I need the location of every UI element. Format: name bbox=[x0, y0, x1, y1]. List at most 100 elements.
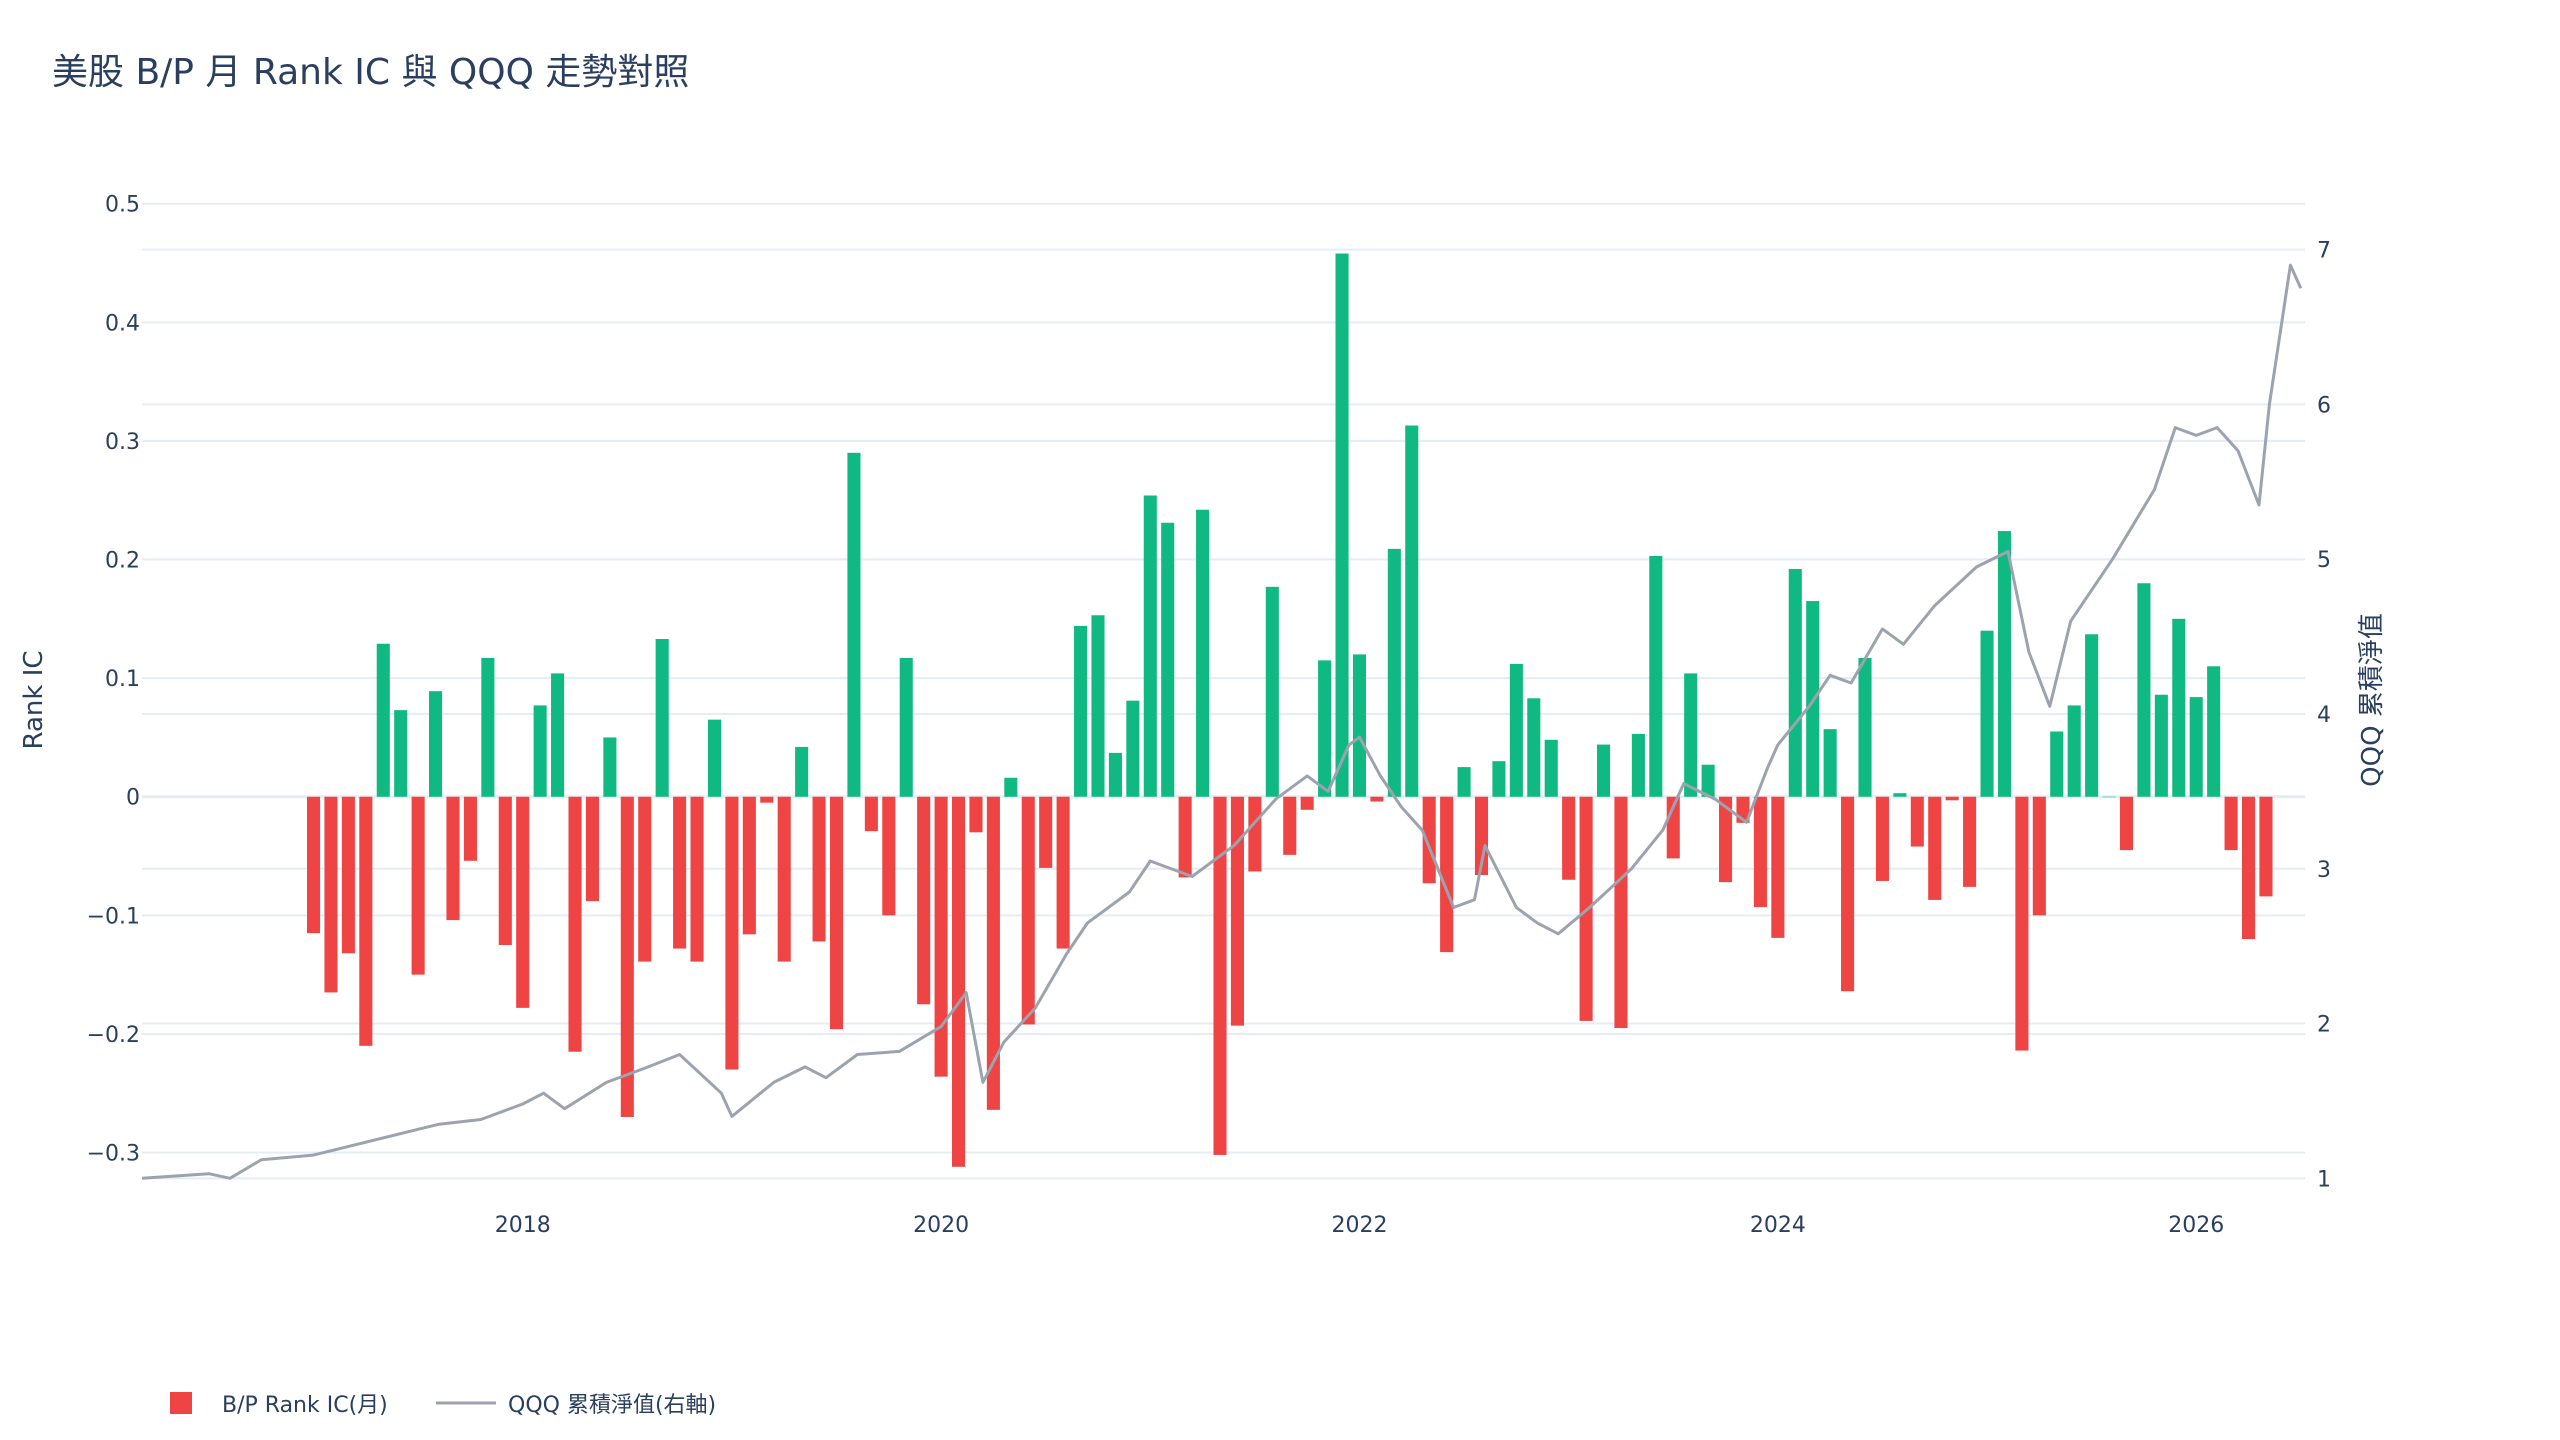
ic-bar bbox=[2085, 634, 2099, 797]
ic-bar bbox=[2207, 666, 2221, 797]
ic-bar bbox=[1997, 531, 2012, 797]
ic-bar bbox=[1335, 253, 1349, 797]
ic-bar bbox=[1823, 729, 1837, 797]
y-tick-label: 0 bbox=[126, 786, 140, 811]
x-tick-label: 2026 bbox=[2168, 1213, 2224, 1238]
ic-bar bbox=[1963, 796, 1977, 887]
ic-bar bbox=[1283, 796, 1297, 855]
ic-bar bbox=[1440, 796, 1454, 953]
ic-bar bbox=[1091, 615, 1105, 797]
y-tick-label: −0.1 bbox=[87, 904, 140, 929]
ic-bar bbox=[1684, 673, 1698, 797]
ic-bar bbox=[2050, 731, 2064, 797]
ic-bar bbox=[2189, 697, 2203, 797]
ic-bar bbox=[1352, 654, 1367, 797]
ic-bar bbox=[2172, 618, 2186, 797]
ic-bar bbox=[1422, 796, 1436, 884]
ic-bar bbox=[603, 737, 617, 797]
ic-bar bbox=[690, 796, 704, 962]
ic-bar bbox=[1457, 767, 1471, 797]
ic-bar bbox=[1910, 796, 1924, 847]
ic-bar bbox=[1074, 625, 1088, 797]
y2-tick-label: 3 bbox=[2317, 858, 2331, 883]
y2-tick-label: 1 bbox=[2317, 1167, 2331, 1192]
ic-bar bbox=[498, 796, 512, 945]
ic-bar bbox=[847, 452, 861, 797]
y-tick-label: 0.1 bbox=[105, 667, 140, 692]
y2-axis-ticks: 1 2 3 4 5 6 7 bbox=[2317, 239, 2331, 1193]
ic-bar bbox=[1405, 425, 1419, 797]
y-tick-label: 0.3 bbox=[105, 430, 140, 455]
ic-bar bbox=[2032, 796, 2046, 916]
ic-bar bbox=[1056, 796, 1070, 949]
y-tick-label: 0.5 bbox=[105, 193, 140, 218]
ic-bar bbox=[2154, 694, 2168, 797]
ic-bar bbox=[1893, 793, 1907, 797]
ic-bar bbox=[1108, 752, 1122, 797]
ic-bar bbox=[1596, 744, 1611, 797]
ic-bar bbox=[394, 710, 408, 797]
ic-bar bbox=[969, 796, 983, 833]
ic-bar bbox=[760, 796, 774, 803]
ic-bar bbox=[2137, 583, 2151, 797]
ic-bar bbox=[1631, 733, 1645, 797]
ic-bar bbox=[516, 796, 530, 1008]
ic-bar bbox=[1300, 796, 1314, 810]
ic-bar bbox=[1527, 698, 1541, 797]
ic-bar bbox=[359, 796, 373, 1046]
x-tick-label: 2020 bbox=[913, 1213, 969, 1238]
ic-bar bbox=[551, 673, 565, 797]
ic-bar bbox=[1701, 764, 1715, 797]
y2-tick-label: 7 bbox=[2317, 239, 2331, 264]
ic-bar bbox=[812, 796, 826, 942]
y-tick-label: 0.2 bbox=[105, 549, 140, 574]
ic-bar bbox=[1039, 796, 1053, 868]
ic-bar bbox=[2067, 705, 2081, 797]
ic-bar bbox=[429, 691, 443, 797]
legend[interactable]: B/P Rank IC(月) QQQ 累積淨值(右軸) bbox=[170, 1392, 716, 1418]
ic-bar bbox=[1474, 796, 1489, 876]
ic-bar bbox=[324, 796, 338, 993]
ic-bar bbox=[1875, 796, 1889, 881]
ic-bar bbox=[2119, 796, 2134, 851]
qqq-line-series[interactable] bbox=[141, 263, 2303, 1180]
y-axis-ticks: −0.3 −0.2 −0.1 0 0.1 0.2 0.3 0.4 0.5 bbox=[87, 193, 140, 1167]
legend-line-label: QQQ 累積淨值(右軸) bbox=[508, 1393, 716, 1418]
x-tick-label: 2024 bbox=[1750, 1213, 1806, 1238]
ic-bar bbox=[882, 796, 896, 916]
ic-bar bbox=[1614, 796, 1628, 1029]
ic-bar bbox=[1788, 569, 1802, 797]
qqq-line bbox=[141, 263, 2303, 1180]
bar-series[interactable] bbox=[306, 253, 2273, 1167]
y2-tick-label: 2 bbox=[2317, 1013, 2331, 1038]
ic-bar bbox=[1492, 761, 1506, 797]
ic-bar bbox=[1649, 555, 1663, 797]
ic-bar bbox=[1928, 796, 1942, 900]
ic-bar bbox=[1318, 660, 1332, 797]
ic-bar bbox=[1509, 663, 1523, 797]
ic-bar bbox=[707, 719, 722, 797]
ic-bar bbox=[1004, 777, 1018, 797]
ic-bar bbox=[795, 746, 809, 797]
ic-bar bbox=[481, 657, 495, 797]
x-axis-ticks: 2018 2020 2022 2024 2026 bbox=[495, 1213, 2225, 1238]
y-tick-label: −0.3 bbox=[87, 1142, 140, 1167]
ic-bar bbox=[1143, 495, 1157, 797]
ic-bar bbox=[951, 796, 966, 1167]
ic-bar bbox=[620, 796, 634, 1117]
ic-bar bbox=[1161, 522, 1175, 797]
ic-bar bbox=[1213, 796, 1227, 1155]
ic-bar bbox=[1945, 796, 1959, 801]
ic-bar bbox=[725, 796, 739, 1070]
ic-bar bbox=[638, 796, 652, 962]
ic-bar bbox=[533, 705, 547, 797]
ic-bar bbox=[2241, 796, 2256, 940]
ic-bar bbox=[829, 796, 844, 1030]
ic-bar bbox=[1562, 796, 1576, 880]
y2-axis-title: QQQ 累積淨值 bbox=[2357, 613, 2387, 787]
ic-bar bbox=[1021, 796, 1035, 1025]
y-axis-title: Rank IC bbox=[19, 650, 49, 749]
ic-bar bbox=[1126, 700, 1140, 797]
ic-bar bbox=[463, 796, 477, 861]
ic-bar bbox=[899, 657, 913, 797]
